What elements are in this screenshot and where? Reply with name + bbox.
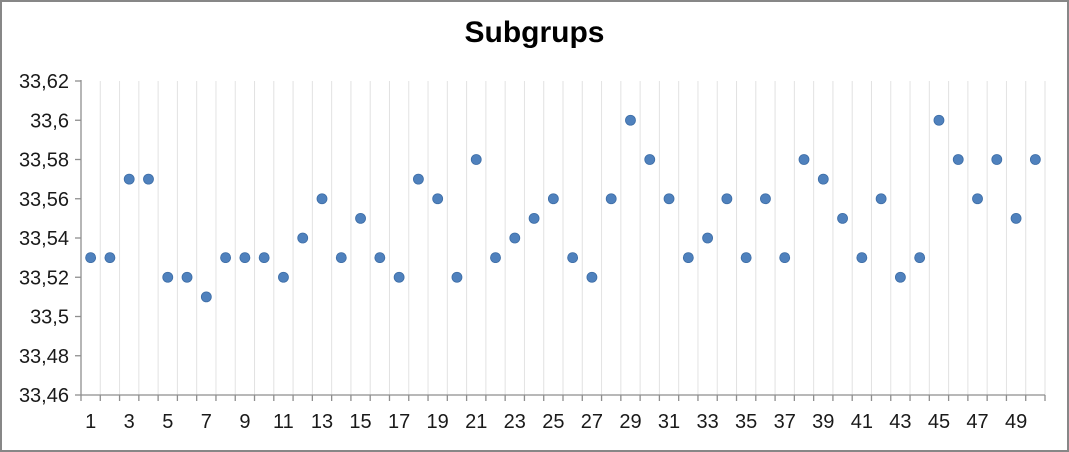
data-point — [451, 271, 463, 283]
y-tick-label: 33,54 — [19, 228, 69, 250]
data-point — [374, 252, 386, 264]
data-point — [933, 114, 945, 126]
data-point — [817, 173, 829, 185]
x-tick-label: 3 — [124, 411, 135, 433]
data-point — [914, 252, 926, 264]
data-point — [297, 232, 309, 244]
x-tick-label: 1 — [85, 411, 96, 433]
data-point — [85, 252, 97, 264]
x-tick-label: 17 — [388, 411, 410, 433]
data-point — [875, 193, 887, 205]
x-tick-label: 29 — [619, 411, 641, 433]
x-tick-label: 39 — [812, 411, 834, 433]
data-point — [644, 154, 656, 165]
data-point — [200, 291, 212, 303]
x-tick-label: 27 — [581, 411, 603, 433]
y-tick-label: 33,52 — [19, 267, 69, 289]
data-point — [972, 193, 983, 205]
chart-title: Subgrups — [464, 16, 605, 49]
x-tick-label: 9 — [239, 411, 250, 433]
data-point — [663, 193, 675, 205]
data-point — [143, 173, 154, 185]
data-point — [123, 173, 135, 185]
x-tick-label: 19 — [427, 411, 449, 433]
data-point — [335, 252, 347, 264]
data-point — [760, 193, 771, 205]
x-tick-label: 11 — [273, 411, 294, 433]
data-point — [740, 252, 752, 264]
data-point — [490, 252, 501, 264]
data-point — [605, 193, 617, 205]
x-tick-label: 33 — [696, 411, 718, 433]
y-tick-label: 33,58 — [19, 150, 69, 172]
x-tick-label: 47 — [966, 411, 988, 433]
x-tick-label: 21 — [465, 411, 487, 433]
data-point — [278, 271, 289, 283]
data-point — [625, 114, 636, 126]
data-point — [952, 154, 964, 165]
data-point — [798, 154, 810, 165]
data-point — [509, 232, 521, 244]
x-tick-label: 35 — [735, 411, 757, 433]
data-point — [837, 212, 848, 224]
y-tick-label: 33,62 — [19, 71, 69, 93]
data-point — [702, 232, 713, 244]
y-tick-label: 33,5 — [30, 307, 69, 329]
y-tick-label: 33,48 — [19, 346, 69, 368]
data-point — [856, 252, 868, 264]
data-point — [567, 252, 579, 264]
data-point — [239, 252, 251, 264]
y-tick-label: 33,46 — [19, 385, 69, 407]
data-point — [220, 252, 232, 264]
data-point — [412, 173, 424, 185]
data-point — [470, 154, 482, 165]
data-point — [104, 252, 116, 264]
data-point — [355, 212, 366, 224]
y-tick-label: 33,6 — [30, 110, 69, 132]
x-tick-label: 7 — [201, 411, 212, 433]
data-point — [393, 271, 405, 283]
x-tick-label: 5 — [162, 411, 173, 433]
y-tick-label: 33,56 — [19, 189, 69, 211]
data-point — [258, 252, 270, 264]
x-tick-label: 31 — [658, 411, 680, 433]
x-tick-label: 45 — [928, 411, 950, 433]
data-point — [721, 193, 733, 205]
data-point — [779, 252, 791, 264]
x-tick-label: 25 — [542, 411, 564, 433]
x-tick-label: 43 — [889, 411, 911, 433]
data-point — [528, 212, 540, 224]
x-tick-label: 23 — [504, 411, 526, 433]
x-tick-label: 13 — [311, 411, 333, 433]
x-tick-label: 49 — [1005, 411, 1027, 433]
data-point — [316, 193, 328, 205]
data-point — [547, 193, 559, 205]
data-point — [162, 271, 174, 283]
data-point — [682, 252, 694, 264]
data-point — [1029, 154, 1041, 165]
data-point — [1010, 212, 1022, 224]
data-point — [181, 271, 193, 283]
x-tick-label: 15 — [349, 411, 371, 433]
data-point — [586, 271, 598, 283]
data-point — [895, 271, 906, 283]
x-tick-label: 41 — [851, 411, 873, 433]
x-tick-label: 37 — [774, 411, 796, 433]
data-point — [432, 193, 444, 205]
data-point — [991, 154, 1003, 165]
